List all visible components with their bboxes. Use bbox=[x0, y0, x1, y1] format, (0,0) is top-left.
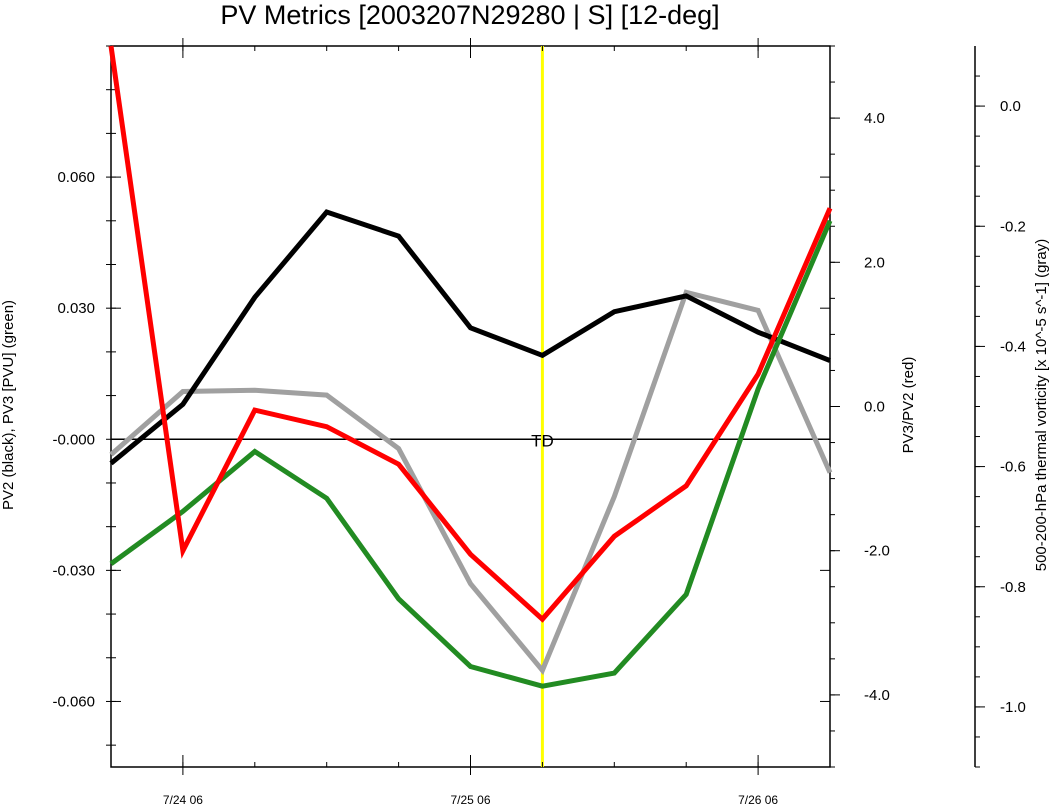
far-right-tick-label: 0.0 bbox=[1000, 98, 1021, 115]
series-line-thermal-vorticity bbox=[109, 289, 833, 676]
plot-area bbox=[110, 45, 976, 768]
marker-label-td: TD bbox=[531, 431, 554, 450]
right-tick-label: -2.0 bbox=[864, 543, 890, 560]
right-tick-label: 2.0 bbox=[864, 254, 885, 271]
left-axis-label: PV2 (black), PV3 [PVU] (green) bbox=[0, 300, 17, 510]
right-tick-label: 4.0 bbox=[864, 110, 885, 127]
left-tick-label: -0.030 bbox=[52, 562, 95, 579]
far-right-tick-label: -1.0 bbox=[1000, 699, 1026, 716]
far-right-axis-label: 500-200-hPa thermal vorticity [x 10^-5 s… bbox=[1033, 239, 1050, 572]
x-tick-label: 7/24 06 bbox=[163, 793, 203, 805]
left-axis-ticks: 0.060 0.030 -0.000 -0.030 -0.060 bbox=[52, 45, 830, 746]
series-line-pv3 bbox=[109, 219, 833, 689]
x-tick-label: 7/26 06 bbox=[738, 793, 778, 805]
right-axis-label: PV3/PV2 (red) bbox=[900, 357, 917, 454]
x-tick-label: 7/25 06 bbox=[450, 793, 490, 805]
right-axis-ticks: 4.0 2.0 0.0 -2.0 -4.0 bbox=[830, 45, 890, 768]
x-axis-ticks: 7/24 06 7/25 06 7/26 06 bbox=[110, 38, 831, 805]
right-tick-label: -4.0 bbox=[864, 687, 890, 704]
left-tick-label: -0.000 bbox=[52, 431, 95, 448]
plot-frame bbox=[110, 45, 831, 768]
far-right-tick-label: -0.8 bbox=[1000, 579, 1026, 596]
series-line-pv3-pv2 bbox=[108, 45, 833, 623]
left-tick-label: 0.030 bbox=[57, 300, 95, 317]
far-right-tick-label: -0.2 bbox=[1000, 218, 1026, 235]
far-right-tick-label: -0.6 bbox=[1000, 459, 1026, 476]
right-tick-label: 0.0 bbox=[864, 399, 885, 416]
left-tick-label: -0.060 bbox=[52, 693, 95, 710]
series-group bbox=[108, 45, 833, 689]
left-tick-label: 0.060 bbox=[57, 169, 95, 186]
far-right-axis-ticks: 0.0 -0.2 -0.4 -0.6 -0.8 -1.0 bbox=[975, 75, 1026, 768]
chart-title: PV Metrics [2003207N29280 | S] [12-deg] bbox=[220, 0, 719, 30]
far-right-tick-label: -0.4 bbox=[1000, 338, 1026, 355]
series-line-pv2 bbox=[109, 209, 831, 466]
